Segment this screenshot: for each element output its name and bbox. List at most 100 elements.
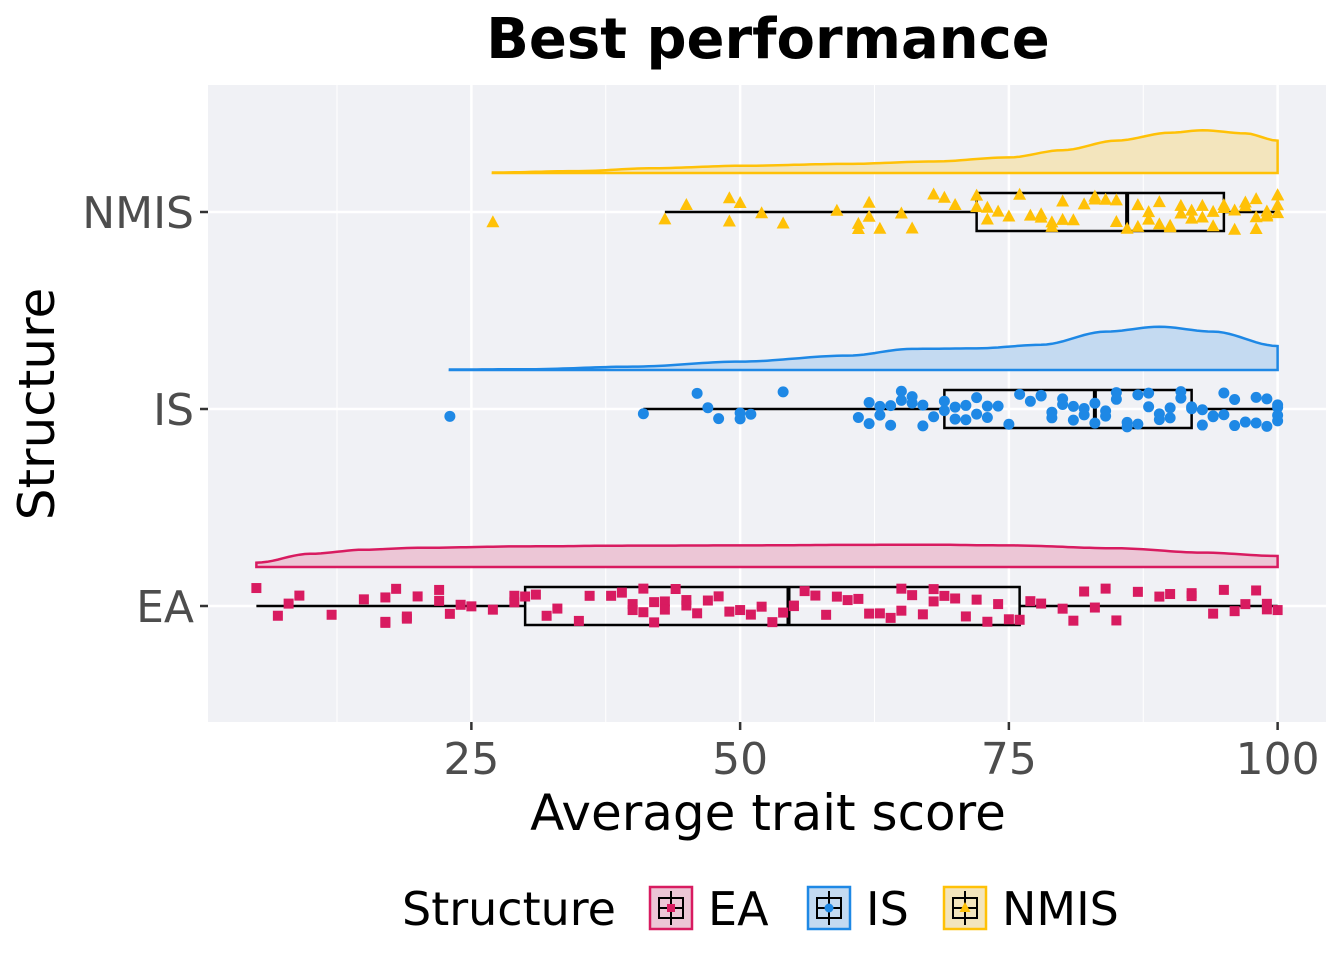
point-NMIS [1002, 209, 1016, 222]
point-NMIS [679, 198, 693, 211]
point-IS [863, 418, 875, 430]
point-NMIS [894, 206, 908, 219]
point-NMIS [1034, 210, 1048, 223]
point-IS [637, 408, 649, 420]
x-tick-label: 50 [712, 734, 768, 785]
density-cloud-IS [448, 325, 1279, 372]
point-EA [1272, 605, 1283, 616]
point-NMIS [1109, 214, 1123, 227]
point-IS [1024, 395, 1036, 407]
point-IS [928, 411, 940, 423]
point-EA [638, 607, 649, 618]
point-NMIS [905, 221, 919, 234]
point-EA [434, 584, 445, 595]
point-NMIS [722, 214, 736, 227]
point-NMIS [1249, 210, 1263, 223]
point-NMIS [830, 203, 844, 216]
point-EA [1025, 596, 1036, 607]
point-EA [584, 590, 595, 601]
point-NMIS [1152, 195, 1166, 208]
point-IS [949, 401, 961, 413]
point-IS [885, 419, 897, 431]
point-NMIS [1228, 203, 1242, 216]
point-IS [1046, 406, 1058, 418]
point-NMIS [1228, 222, 1242, 235]
point-EA [767, 617, 778, 628]
y-tick-label-NMIS: NMIS [82, 188, 194, 239]
point-EA [358, 594, 369, 605]
point-EA [982, 616, 993, 627]
legend-label-EA: EA [708, 882, 769, 936]
point-NMIS [991, 204, 1005, 217]
point-IS [1261, 420, 1273, 432]
point-EA [885, 612, 896, 623]
point-NMIS [1185, 211, 1199, 224]
point-IS [1143, 387, 1155, 399]
point-EA [466, 601, 477, 612]
point-EA [606, 590, 617, 601]
point-EA [1003, 614, 1014, 625]
point-IS [1100, 405, 1112, 417]
point-IS [1261, 393, 1273, 405]
point-IS [1250, 417, 1262, 429]
point-EA [412, 591, 423, 602]
legend-label-NMIS: NMIS [1002, 882, 1119, 936]
point-IS [1229, 394, 1241, 406]
density-clouds [255, 129, 1279, 569]
point-IS [1175, 392, 1187, 404]
point-IS [777, 386, 789, 398]
x-tick-label: 75 [981, 734, 1037, 785]
point-EA [1036, 598, 1047, 609]
point-IS [691, 387, 703, 399]
point-NMIS [722, 191, 736, 204]
point-NMIS [873, 221, 887, 234]
point-NMIS [486, 215, 500, 228]
point-EA [735, 605, 746, 616]
point-EA [616, 587, 627, 598]
point-EA [1240, 599, 1251, 610]
point-NMIS [733, 195, 747, 208]
point-IS [1272, 409, 1284, 421]
point-IS [917, 399, 929, 411]
point-IS [1239, 416, 1251, 428]
point-EA [552, 603, 563, 614]
point-EA [778, 607, 789, 618]
point-IS [1067, 400, 1079, 412]
point-EA [896, 605, 907, 616]
point-IS [1164, 412, 1176, 424]
point-EA [1261, 598, 1272, 609]
point-IS [1250, 391, 1262, 403]
point-IS [938, 405, 950, 417]
legend-label-IS: IS [866, 882, 909, 936]
point-EA [1068, 615, 1079, 626]
jitter-points [251, 187, 1285, 628]
point-EA [509, 597, 520, 608]
point-IS [971, 392, 983, 404]
point-EA [294, 590, 305, 601]
point-IS [1207, 411, 1219, 423]
point-IS [895, 394, 907, 406]
point-NMIS [1249, 222, 1263, 235]
point-EA [692, 608, 703, 619]
point-EA [928, 596, 939, 607]
point-NMIS [1217, 198, 1231, 211]
point-IS [1153, 408, 1165, 420]
point-EA [1218, 584, 1229, 595]
density-cloud-NMIS [491, 129, 1279, 175]
point-IS [713, 413, 725, 425]
point-IS [1035, 390, 1047, 402]
point-EA [907, 590, 918, 601]
point-IS [971, 408, 983, 420]
point-EA [681, 595, 692, 606]
x-tick-label: 100 [1236, 734, 1320, 785]
point-EA [939, 590, 950, 601]
point-EA [1165, 589, 1176, 600]
point-NMIS [1142, 212, 1156, 225]
point-EA [853, 593, 864, 604]
point-EA [627, 599, 638, 610]
point-EA [1100, 583, 1111, 594]
point-IS [1218, 409, 1230, 421]
point-EA [509, 590, 520, 601]
point-EA [649, 617, 660, 628]
point-IS [981, 400, 993, 412]
